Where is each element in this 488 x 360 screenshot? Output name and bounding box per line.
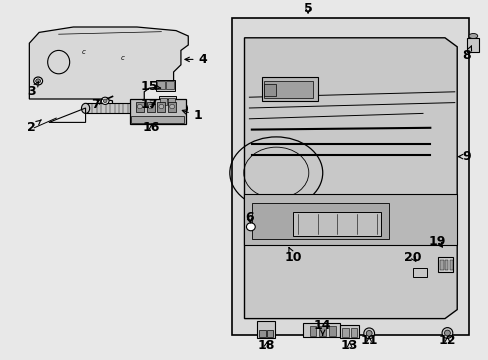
Bar — [339, 325, 359, 338]
Ellipse shape — [444, 330, 449, 336]
Ellipse shape — [441, 328, 452, 338]
Text: 7: 7 — [91, 98, 102, 111]
Bar — [444, 260, 447, 270]
Bar — [129, 99, 185, 124]
Text: 4: 4 — [184, 53, 207, 66]
Text: 18: 18 — [257, 339, 275, 352]
Bar — [85, 103, 183, 113]
Bar — [319, 326, 325, 336]
Ellipse shape — [179, 103, 187, 113]
Polygon shape — [29, 27, 188, 104]
Bar — [168, 102, 176, 112]
Ellipse shape — [159, 104, 163, 109]
Ellipse shape — [81, 103, 89, 113]
Bar — [157, 102, 165, 112]
Ellipse shape — [169, 104, 174, 109]
Bar — [264, 84, 276, 96]
Text: 1: 1 — [182, 109, 202, 122]
Ellipse shape — [101, 97, 109, 104]
Text: 8: 8 — [462, 46, 470, 62]
Text: 2: 2 — [27, 120, 41, 134]
Bar — [303, 323, 339, 337]
Text: 5: 5 — [303, 3, 312, 15]
Text: 15: 15 — [140, 80, 161, 93]
Bar — [168, 98, 174, 105]
Bar — [159, 96, 176, 107]
Ellipse shape — [366, 330, 371, 336]
Bar — [136, 102, 143, 112]
Text: 9: 9 — [458, 150, 470, 163]
Ellipse shape — [36, 79, 41, 83]
Bar — [157, 81, 164, 89]
Bar — [160, 98, 166, 105]
Bar — [146, 102, 154, 112]
Bar — [156, 80, 175, 91]
Ellipse shape — [363, 328, 374, 339]
Bar — [267, 330, 273, 337]
Text: 12: 12 — [438, 334, 455, 347]
Ellipse shape — [103, 99, 107, 103]
Text: 14: 14 — [313, 319, 331, 335]
Text: c: c — [81, 49, 85, 55]
Bar — [258, 330, 265, 337]
Text: 20: 20 — [404, 251, 421, 264]
Text: 3: 3 — [27, 82, 39, 98]
Ellipse shape — [148, 104, 153, 109]
Bar — [244, 194, 456, 245]
Bar — [256, 321, 275, 338]
Bar — [466, 38, 478, 52]
Text: c: c — [120, 55, 124, 60]
Bar — [264, 81, 312, 98]
Ellipse shape — [468, 33, 477, 39]
Text: 11: 11 — [360, 334, 377, 347]
Ellipse shape — [34, 77, 42, 85]
Text: 10: 10 — [284, 248, 302, 264]
Bar — [251, 203, 388, 239]
Bar — [261, 77, 317, 101]
Text: 16: 16 — [142, 121, 160, 134]
Bar — [166, 81, 173, 89]
Ellipse shape — [137, 104, 142, 109]
Text: 17: 17 — [140, 98, 158, 111]
Bar — [309, 326, 316, 336]
Bar — [437, 257, 452, 272]
Text: 19: 19 — [428, 235, 446, 248]
Text: 13: 13 — [340, 339, 358, 352]
Bar — [412, 268, 426, 277]
Bar — [293, 212, 381, 236]
Bar — [449, 260, 452, 270]
Bar — [341, 328, 348, 337]
Bar — [131, 116, 183, 123]
Polygon shape — [244, 38, 456, 319]
Ellipse shape — [246, 223, 255, 231]
Text: 6: 6 — [244, 211, 253, 224]
Bar — [328, 326, 335, 336]
Bar — [439, 260, 443, 270]
Bar — [350, 328, 357, 337]
Bar — [232, 18, 468, 335]
